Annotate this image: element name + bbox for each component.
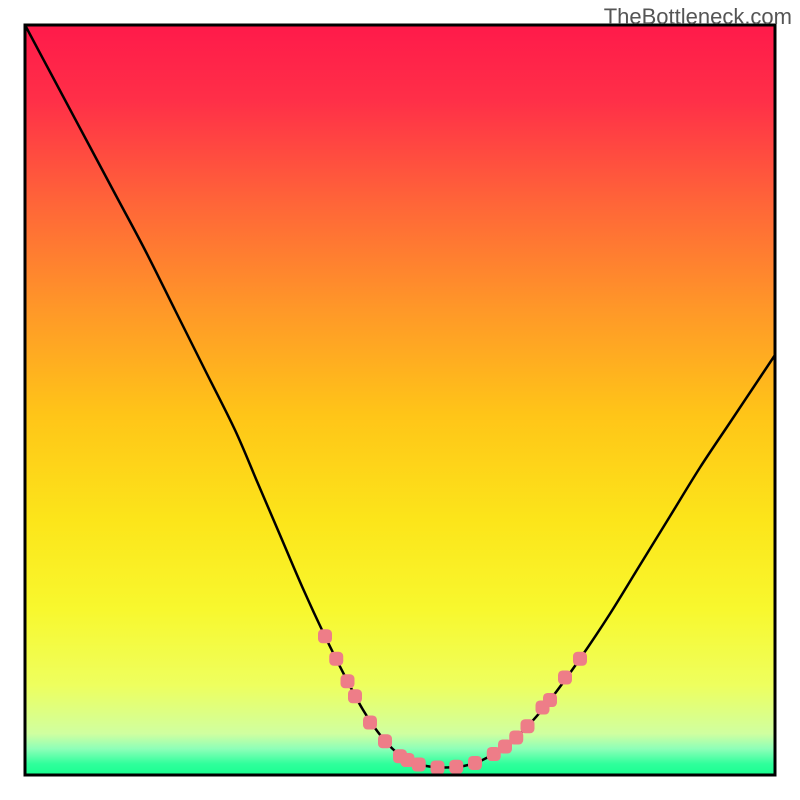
curve-marker xyxy=(363,716,377,730)
curve-marker xyxy=(412,758,426,772)
curve-marker xyxy=(329,652,343,666)
gradient-background xyxy=(25,25,775,775)
curve-marker xyxy=(449,760,463,774)
curve-marker xyxy=(509,731,523,745)
curve-marker xyxy=(521,719,535,733)
curve-marker xyxy=(378,734,392,748)
curve-marker xyxy=(341,674,355,688)
curve-marker xyxy=(431,761,445,775)
curve-marker xyxy=(468,756,482,770)
curve-marker xyxy=(543,693,557,707)
bottleneck-chart xyxy=(0,0,800,800)
curve-marker xyxy=(348,689,362,703)
chart-container: TheBottleneck.com xyxy=(0,0,800,800)
curve-marker xyxy=(558,671,572,685)
watermark-text: TheBottleneck.com xyxy=(604,4,792,30)
curve-marker xyxy=(573,652,587,666)
curve-marker xyxy=(318,629,332,643)
